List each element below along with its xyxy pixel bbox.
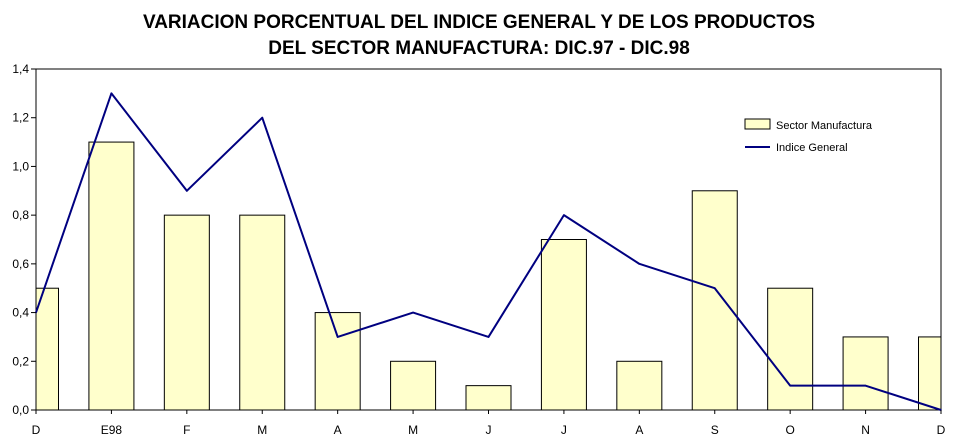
bar-10 — [767, 287, 814, 411]
line-point-4 — [336, 336, 339, 338]
x-tick-label-12: D — [937, 423, 946, 437]
x-axis: D E98 F M A M J J A S O N D — [32, 410, 946, 437]
chart-title: VARIACION PORCENTUAL DEL INDICE GENERAL … — [0, 10, 958, 62]
chart-title-line-2: DEL SECTOR MANUFACTURA: DIC.97 - DIC.98 — [268, 38, 690, 59]
x-tick-label-11: N — [861, 423, 870, 437]
chart-title-line-1: VARIACION PORCENTUAL DEL INDICE GENERAL … — [142, 12, 816, 33]
line-point-7 — [563, 214, 565, 216]
x-tick-label-4: A — [334, 423, 342, 437]
bar-4 — [314, 312, 361, 411]
line-point-10 — [789, 384, 791, 387]
line-point-11 — [864, 384, 867, 387]
x-tick-label-10: O — [785, 423, 794, 437]
y-tick-label-7: 1,4 — [12, 62, 29, 76]
x-tick-label-3: M — [257, 423, 267, 437]
x-tick-label-0: D — [32, 423, 41, 437]
y-tick-label-1: 0,2 — [12, 354, 29, 368]
y-tick-label-6: 1,2 — [12, 111, 29, 125]
bar-1 — [88, 141, 135, 411]
bars-layer — [35, 141, 942, 411]
line-point-8 — [638, 263, 641, 265]
y-tick-label-3: 0,6 — [12, 257, 29, 271]
bar-3 — [239, 214, 286, 411]
x-tick-label-2: F — [183, 423, 190, 437]
legend-swatch-sector-manufactura — [744, 118, 771, 130]
line-point-2 — [186, 189, 188, 192]
x-tick-label-1: E98 — [101, 423, 123, 437]
bar-9 — [691, 190, 738, 411]
bar-12 — [918, 336, 942, 411]
x-tick-label-8: A — [635, 423, 643, 437]
line-point-5 — [412, 311, 414, 314]
line-point-3 — [261, 116, 264, 119]
y-axis: 0,0 0,2 0,4 0,6 0,8 1,0 1,2 1,4 — [12, 62, 36, 417]
legend: Sector Manufactura Indice General — [744, 118, 873, 154]
bar-7 — [540, 239, 587, 411]
bar-6 — [465, 385, 512, 411]
y-tick-label-0: 0,0 — [12, 403, 29, 417]
bar-11 — [842, 336, 889, 411]
line-point-6 — [487, 336, 490, 338]
y-tick-label-5: 1,0 — [12, 159, 29, 173]
legend-label-indice-general: Indice General — [776, 142, 848, 154]
bar-8 — [616, 360, 663, 411]
y-tick-label-4: 0,8 — [12, 208, 29, 222]
x-tick-label-7: J — [561, 423, 567, 437]
line-point-1 — [110, 92, 113, 95]
x-tick-label-5: M — [408, 423, 418, 437]
line-point-9 — [713, 287, 716, 290]
x-tick-label-6: J — [486, 423, 492, 437]
bar-0 — [35, 287, 59, 411]
bar-2 — [163, 214, 210, 411]
legend-label-sector-manufactura: Sector Manufactura — [776, 120, 873, 132]
bar-5 — [390, 360, 437, 411]
y-tick-label-2: 0,4 — [12, 306, 29, 320]
x-tick-label-9: S — [711, 423, 719, 437]
